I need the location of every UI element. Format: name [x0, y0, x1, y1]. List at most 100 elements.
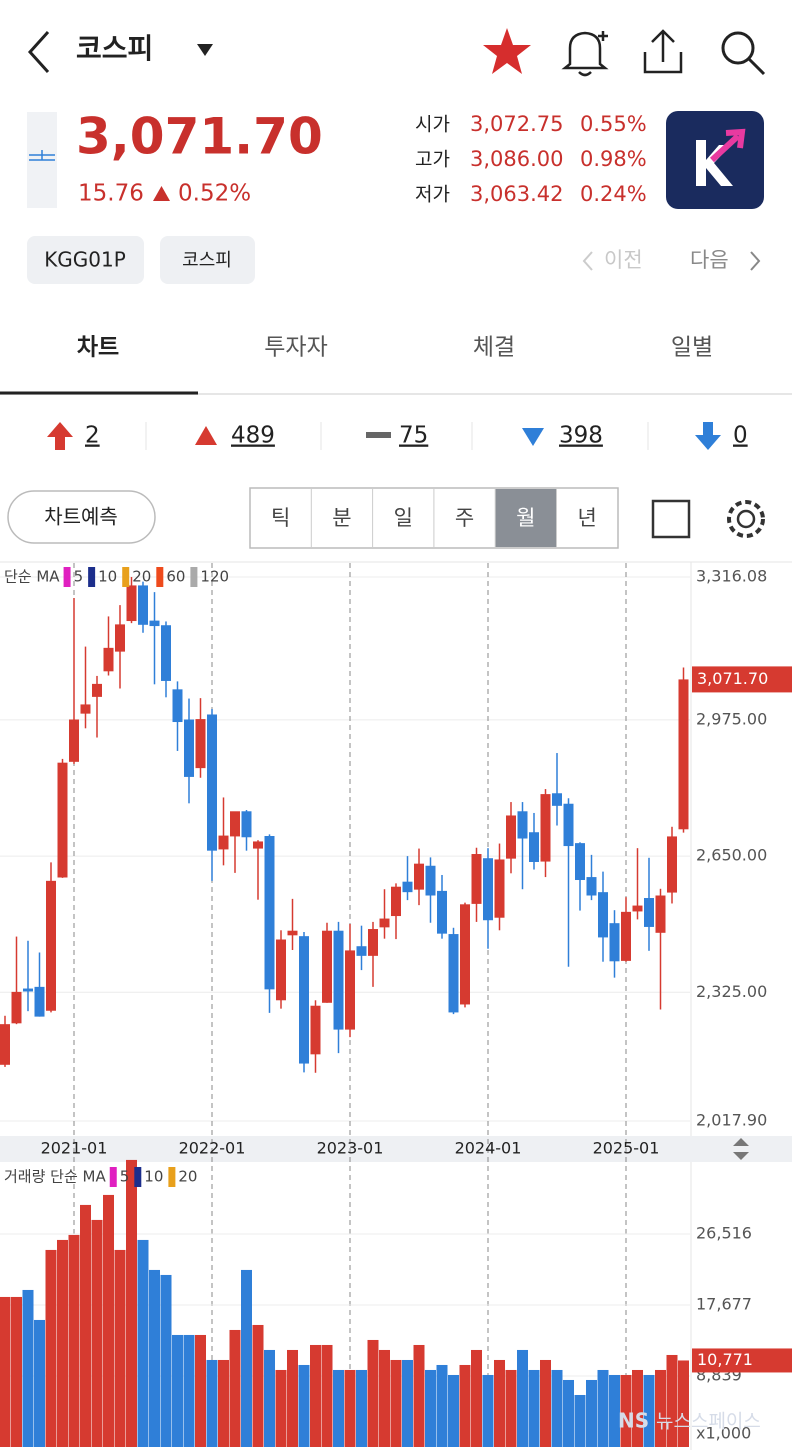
prev[interactable]: 이전 — [604, 248, 643, 272]
share-icon[interactable] — [643, 29, 683, 74]
back-icon[interactable] — [27, 30, 50, 74]
volume-bar — [206, 1359, 218, 1447]
quote-label: 시가 — [415, 114, 450, 136]
candle-body — [241, 811, 252, 838]
layout-icon[interactable] — [651, 499, 691, 539]
candle-body — [460, 904, 470, 1005]
candle-body — [356, 946, 367, 956]
y-tick-label: 3,316.08 — [696, 567, 767, 586]
candle-body — [172, 689, 183, 723]
tag: 코스피 — [182, 250, 232, 271]
volume-bar — [425, 1369, 436, 1447]
title: 코스피 — [76, 32, 153, 65]
next-icon — [750, 251, 761, 271]
volume-bar — [68, 1234, 80, 1447]
flat-icon — [366, 432, 391, 438]
volume-bar — [448, 1374, 459, 1447]
period[interactable]: 월 — [516, 506, 535, 530]
candle-body — [264, 836, 275, 990]
quote-value: 3,086.00 — [470, 147, 564, 171]
x-tick-label: 2025-01 — [593, 1139, 660, 1158]
resize-icon[interactable] — [733, 1138, 749, 1160]
volume-bar — [517, 1349, 528, 1447]
volume-bar — [563, 1379, 574, 1447]
legend-swatch — [134, 1167, 142, 1187]
volume-bar — [310, 1344, 321, 1447]
tab[interactable]: 차트 — [77, 335, 119, 361]
volume-bar — [195, 1334, 206, 1447]
breadth-count[interactable]: 489 — [231, 423, 275, 449]
candle-body — [678, 679, 689, 830]
volume-bar — [80, 1204, 91, 1447]
x-tick-label: 2022-01 — [179, 1139, 246, 1158]
candle-body — [368, 929, 378, 956]
volume-bar — [22, 1289, 34, 1447]
candle-body — [333, 930, 344, 1030]
legend-title: 거래량 단순 MA — [4, 1168, 106, 1186]
watermark-ns: NS — [618, 1409, 649, 1433]
candle-body — [506, 815, 516, 859]
breadth-count[interactable]: 75 — [399, 423, 428, 449]
dropdown-icon[interactable] — [197, 44, 213, 56]
volume-bar — [551, 1369, 563, 1447]
volume-bar — [586, 1379, 597, 1447]
candle-body — [11, 991, 22, 1024]
tag: KGG01P — [44, 248, 126, 272]
watermark: 뉴스스페이스 — [656, 1411, 761, 1433]
candle-body — [379, 918, 390, 928]
favorite-icon[interactable] — [483, 28, 531, 74]
legend-label: 5 — [120, 1168, 130, 1186]
candle-body — [57, 762, 68, 878]
candle-body — [598, 892, 608, 938]
candle-body — [391, 886, 401, 917]
period[interactable]: 년 — [577, 506, 596, 530]
volume-unit: x1,000 — [696, 1424, 751, 1443]
y-tick-label: 2,975.00 — [696, 709, 767, 728]
settings-icon[interactable] — [736, 509, 756, 529]
candle-body — [0, 1024, 10, 1065]
next[interactable]: 다음 — [690, 248, 729, 272]
candle-body — [402, 881, 413, 893]
legend-label: 10 — [98, 568, 117, 586]
price-tag: 3,071.70 — [697, 669, 768, 688]
quote-pct: 0.98% — [580, 147, 647, 171]
limit-up-icon — [47, 422, 73, 450]
candle-body — [609, 923, 620, 962]
legend-title: 단순 MA — [4, 568, 60, 586]
volume-bar — [436, 1364, 448, 1447]
volume-bar — [114, 1249, 126, 1447]
prev-icon — [582, 251, 593, 271]
up-triangle — [153, 186, 170, 201]
breadth-count[interactable]: 398 — [559, 423, 603, 449]
volume-bar — [620, 1374, 632, 1447]
candle-body — [115, 624, 125, 652]
volume-bar — [298, 1364, 310, 1447]
tab[interactable]: 일별 — [671, 335, 713, 361]
candle-body — [184, 719, 194, 777]
tab[interactable]: 투자자 — [264, 335, 327, 361]
period[interactable]: 일 — [394, 506, 413, 530]
search-icon[interactable] — [721, 31, 755, 65]
candle-body — [195, 719, 206, 769]
tab[interactable]: 체결 — [473, 335, 515, 361]
candle-body — [425, 865, 436, 896]
volume-bar — [505, 1369, 517, 1447]
legend-label: 120 — [200, 568, 229, 586]
predict-button[interactable] — [7, 490, 156, 544]
period[interactable]: 틱 — [271, 506, 290, 530]
quote-pct: 0.24% — [580, 182, 647, 206]
tag-box[interactable] — [160, 236, 255, 284]
alarm-icon[interactable] — [561, 31, 609, 77]
breadth-count[interactable]: 2 — [85, 423, 100, 449]
price-tag-box — [692, 666, 792, 693]
volume-bar — [597, 1369, 609, 1447]
volume-tag-box — [692, 1348, 792, 1373]
legend-swatch — [122, 567, 130, 587]
volume-bar — [264, 1349, 275, 1447]
period[interactable]: 분 — [332, 506, 351, 530]
volume-bar — [287, 1349, 298, 1447]
volume-bar — [137, 1239, 149, 1447]
period[interactable]: 주 — [455, 506, 474, 530]
tag-box[interactable] — [27, 236, 144, 284]
breadth-count[interactable]: 0 — [733, 423, 748, 449]
